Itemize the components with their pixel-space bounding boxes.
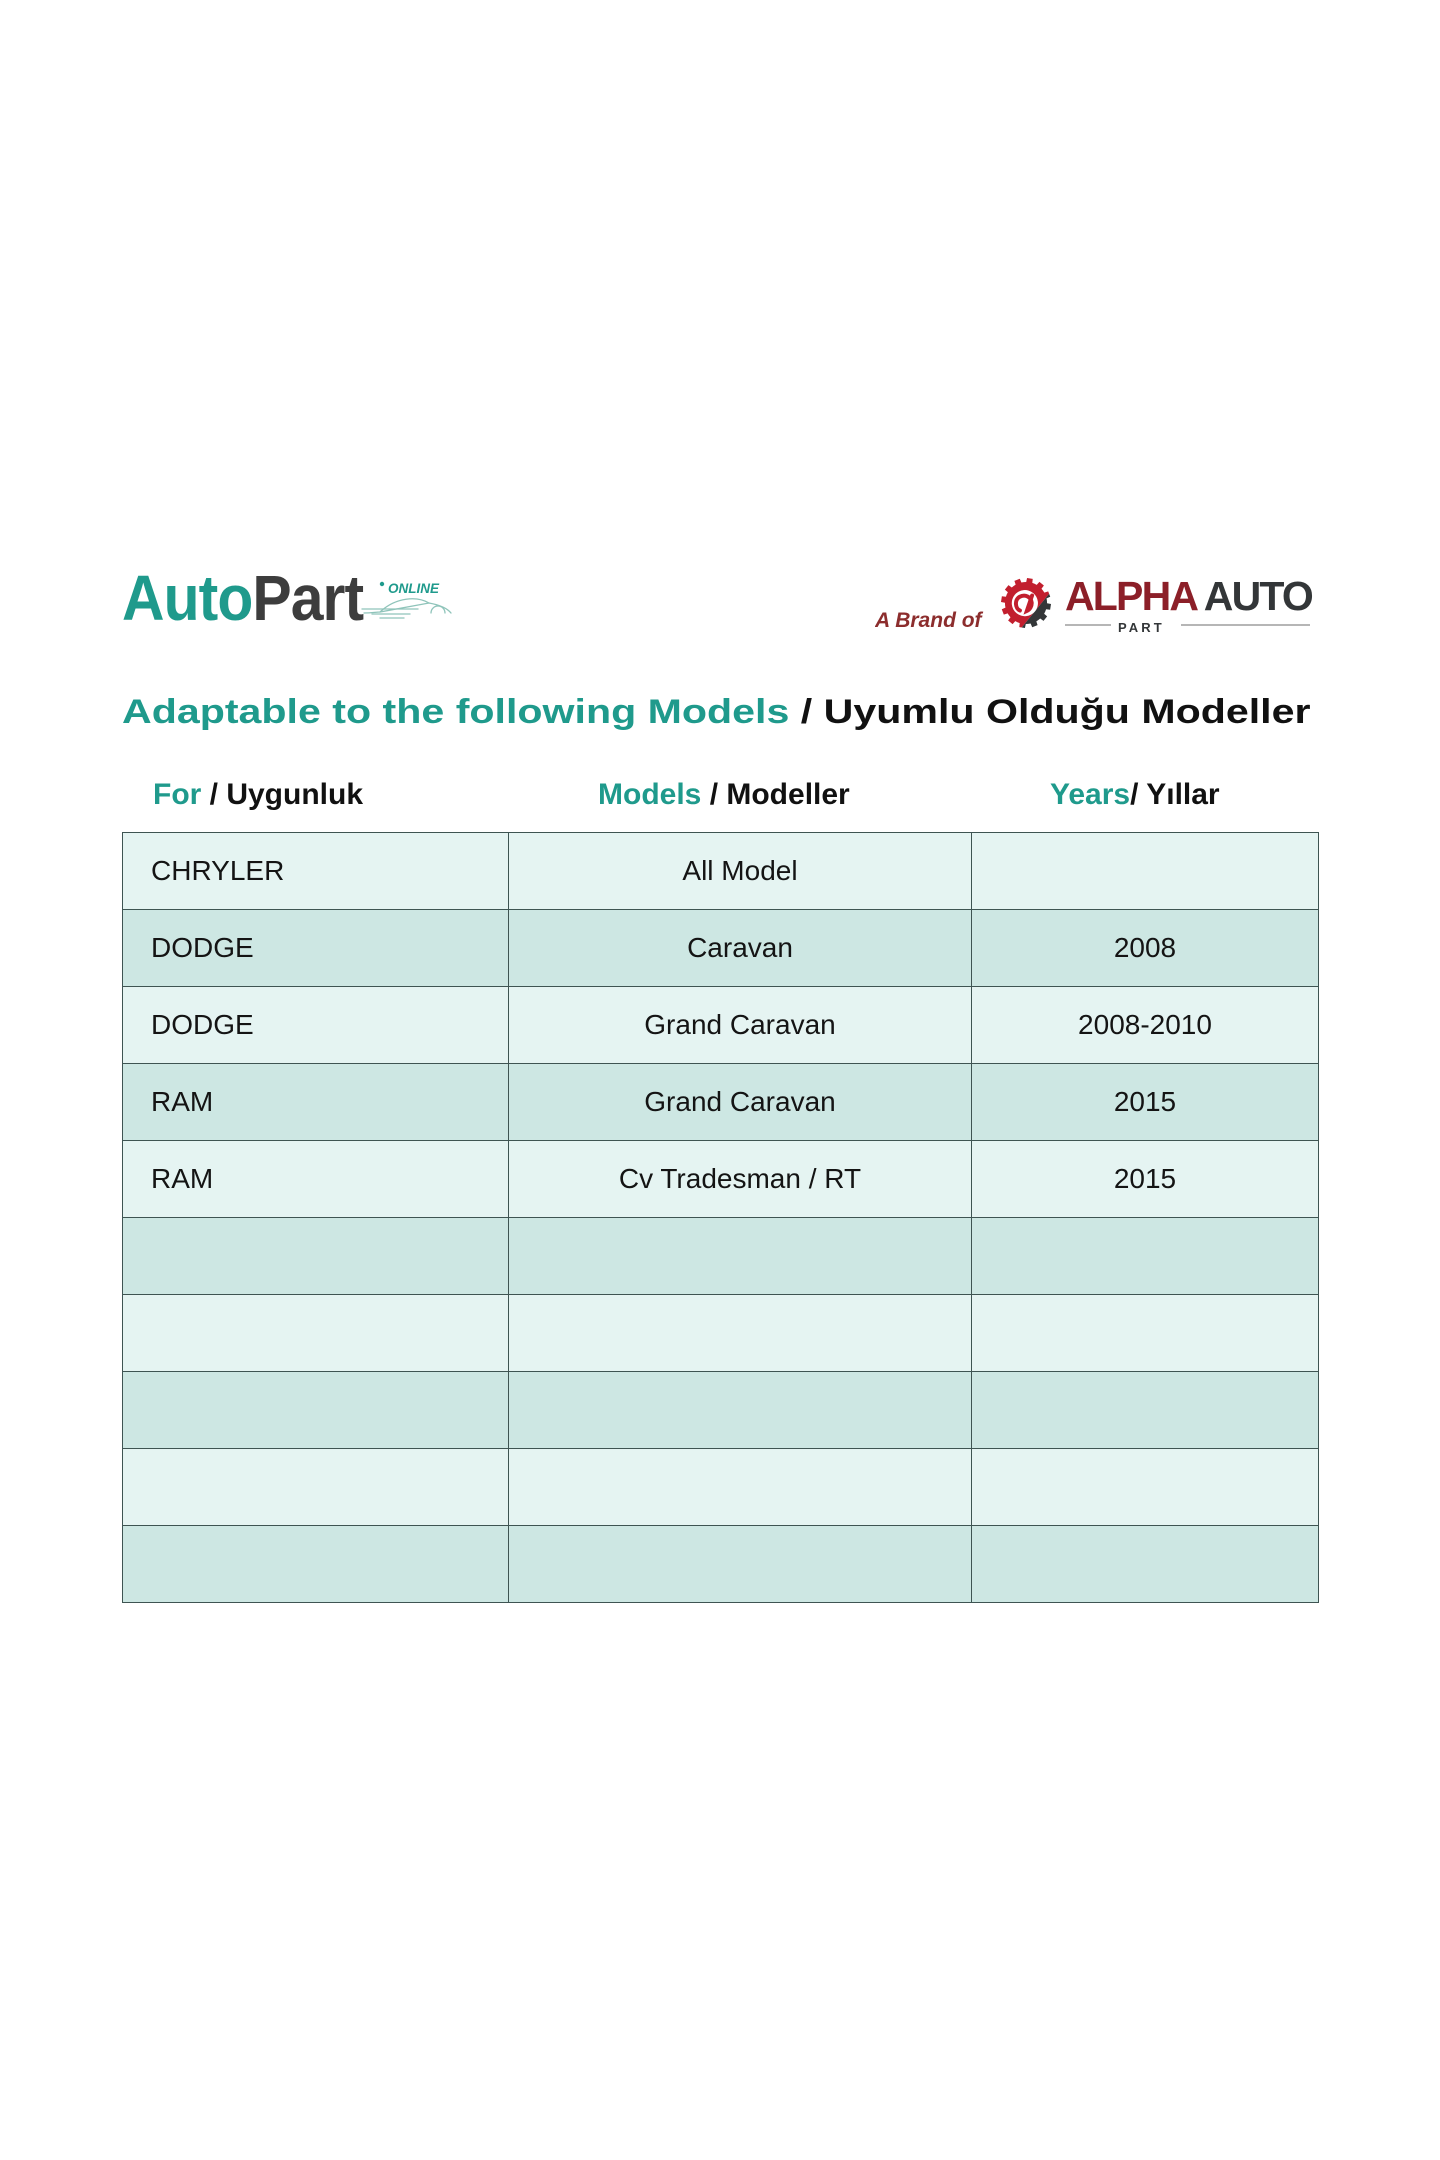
svg-text:PART: PART	[1118, 620, 1165, 635]
svg-text:ALPHA AUTO: ALPHA AUTO	[1065, 573, 1313, 619]
svg-text:AutoPart: AutoPart	[122, 572, 364, 635]
svg-text:A Brand of: A Brand of	[875, 609, 984, 632]
svg-text:ONLINE: ONLINE	[388, 581, 440, 596]
